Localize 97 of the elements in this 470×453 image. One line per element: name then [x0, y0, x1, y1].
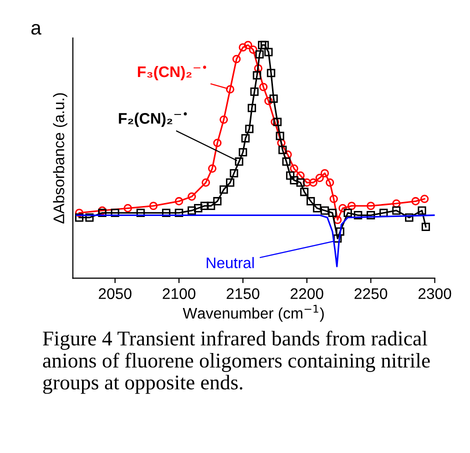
point [320, 206, 329, 215]
x-tick-label: 2250 [354, 288, 388, 300]
point [273, 118, 282, 126]
point [320, 169, 329, 178]
point [366, 202, 375, 210]
point [290, 164, 298, 173]
point [85, 213, 94, 222]
point [296, 178, 305, 187]
point [250, 87, 259, 96]
point [252, 71, 262, 80]
point [315, 174, 324, 182]
point [284, 150, 292, 159]
point [232, 54, 241, 64]
point [326, 178, 334, 187]
text: Neutral [206, 257, 254, 268]
point [276, 132, 284, 140]
point [149, 202, 158, 210]
point [290, 176, 298, 184]
point [213, 138, 222, 148]
x-tick-label: 2050 [98, 288, 132, 300]
point [220, 115, 228, 124]
point [418, 206, 426, 215]
series-label: F₃(CN)₂$^{−•}$ [138, 66, 206, 80]
point [248, 104, 256, 112]
point [206, 202, 216, 210]
point [336, 227, 344, 236]
point [260, 40, 269, 50]
x-tick-label: 2200 [290, 288, 324, 300]
point [422, 222, 430, 232]
point [309, 178, 318, 187]
point [234, 157, 244, 166]
point [286, 171, 294, 180]
point [366, 211, 375, 220]
point [330, 194, 338, 204]
point [75, 213, 84, 222]
point [248, 46, 258, 54]
text: a [31, 24, 42, 35]
point [328, 208, 337, 218]
point [296, 171, 305, 180]
caption: Figure 4 Transient infrared bands from radical anions of fluorene oligomers containing nitrile groups at opposite ends. [42, 330, 430, 394]
point [213, 197, 222, 206]
x-tick-label: 2300 [418, 288, 452, 300]
point [392, 199, 401, 208]
point [266, 68, 276, 78]
point [405, 213, 414, 222]
point [333, 216, 342, 224]
point [136, 208, 145, 218]
point [278, 146, 287, 154]
y-axis-title: ΔAbsorbance (a.u.) [53, 93, 68, 224]
point [255, 50, 264, 59]
point [124, 204, 132, 212]
point [264, 48, 273, 56]
point [258, 40, 266, 50]
point [208, 164, 216, 173]
point [420, 194, 429, 204]
point [238, 148, 248, 156]
point [411, 197, 420, 206]
point [220, 185, 228, 194]
point [259, 82, 268, 92]
point [282, 157, 291, 166]
point [338, 204, 347, 212]
point [162, 208, 170, 218]
point [98, 206, 106, 215]
point [312, 204, 322, 212]
point [200, 202, 209, 210]
point [269, 94, 278, 103]
point [226, 85, 234, 94]
point [241, 134, 250, 142]
point [392, 206, 401, 215]
point [333, 234, 342, 243]
point [202, 178, 210, 187]
text: F₂(CN)₂$^{−•}$ [118, 112, 187, 127]
point [98, 208, 106, 218]
point [302, 178, 312, 187]
point [306, 197, 315, 206]
point [174, 197, 184, 206]
point [245, 124, 254, 134]
point [188, 192, 196, 201]
x-axis-title: Wavenumber (cm$^{−1}$) [182, 304, 324, 322]
point [354, 211, 362, 220]
point [277, 138, 286, 148]
point [188, 206, 196, 215]
point [238, 43, 248, 52]
point [226, 178, 234, 187]
point [75, 208, 84, 218]
point [264, 96, 273, 106]
point [194, 204, 202, 212]
point [174, 208, 184, 218]
x-tick-label: 2100 [162, 288, 196, 300]
x-tick-label: 2150 [226, 288, 260, 300]
point [270, 118, 280, 126]
point [230, 169, 238, 178]
point [347, 202, 356, 210]
point [300, 188, 308, 196]
point [244, 40, 252, 50]
point [344, 208, 352, 218]
point [110, 208, 120, 218]
